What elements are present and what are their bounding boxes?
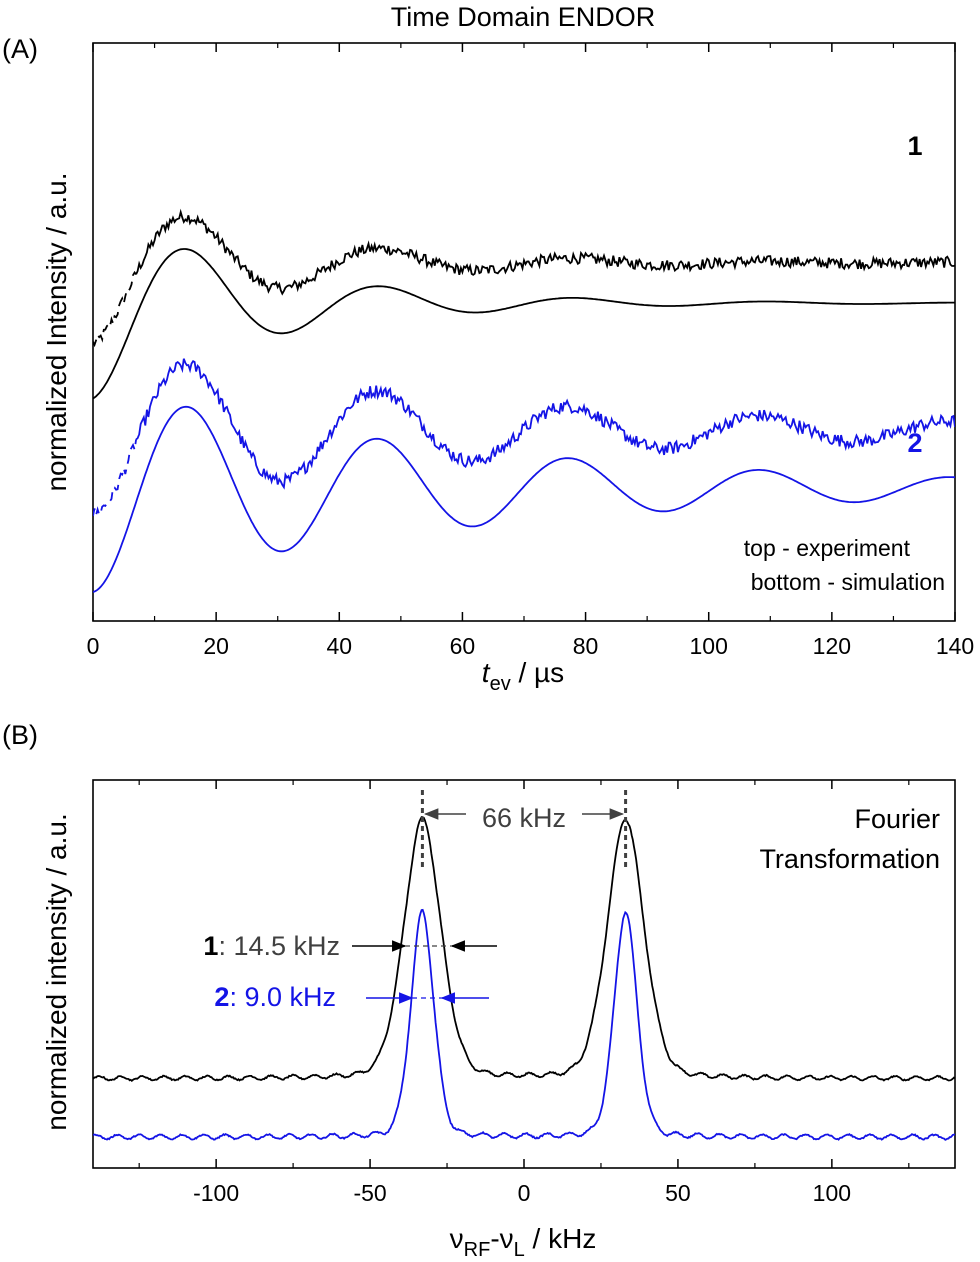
a-series-line [135, 208, 955, 296]
panel-a-y-axis-label: normalized Intensity / a.u. [41, 172, 72, 491]
panel-b-frame [92, 779, 956, 1169]
panel-a-title: Time Domain ENDOR [391, 2, 656, 32]
panel-a-x-axis: 0 20 40 60 80 100 120 140 [87, 43, 974, 659]
a-series-line [93, 405, 955, 593]
a-tick-label: 80 [573, 633, 599, 659]
panel-b: (B) -100 -50 0 50 100 normalized intensity /… [2, 720, 956, 1261]
ft-title-line-2: Transformation [759, 844, 940, 874]
a-tick-label: 40 [326, 633, 352, 659]
splitting-label: 66 kHz [482, 803, 566, 833]
panel-a-label: (A) [2, 34, 38, 64]
panel-b-x-axis-label: νRF-νL / kHz [450, 1223, 597, 1261]
a-tick-label: 20 [203, 633, 229, 659]
a-tick-label: 100 [690, 633, 728, 659]
panel-a: (A) Time Domain ENDOR 0 20 40 60 80 100 120 140… [2, 2, 974, 695]
b-tick-label: -50 [353, 1180, 386, 1206]
b-series-line [93, 908, 955, 1141]
panel-b-label: (B) [2, 720, 38, 750]
b-series-line [93, 816, 955, 1082]
b-tick-label: 100 [813, 1180, 851, 1206]
a-tick-label: 60 [450, 633, 476, 659]
a-tick-label: 0 [87, 633, 100, 659]
a-tick-label: 120 [813, 633, 851, 659]
series-1-label: 1 [907, 131, 922, 161]
legend-line-2: bottom - simulation [751, 569, 945, 595]
a-series-dashed-start [93, 270, 137, 348]
legend-line-1: top - experiment [744, 535, 911, 561]
panel-b-y-axis-label: normalized intensity / a.u. [41, 813, 72, 1131]
series-2-label: 2 [907, 428, 922, 458]
a-series-dashed-start [93, 439, 137, 519]
b-tick-label: -100 [193, 1180, 239, 1206]
a-series-line [135, 358, 955, 490]
b-tick-label: 0 [518, 1180, 531, 1206]
width1-label: 1: 14.5 kHz [203, 931, 340, 961]
width2-label: 2: 9.0 kHz [214, 982, 336, 1012]
b-tick-label: 50 [665, 1180, 691, 1206]
ft-title-line-1: Fourier [854, 804, 940, 834]
a-series-line [93, 248, 955, 400]
panel-b-x-axis: -100 -50 0 50 100 [138, 780, 910, 1206]
panel-a-x-axis-label: tev / µs [482, 657, 564, 695]
a-tick-label: 140 [936, 633, 974, 659]
